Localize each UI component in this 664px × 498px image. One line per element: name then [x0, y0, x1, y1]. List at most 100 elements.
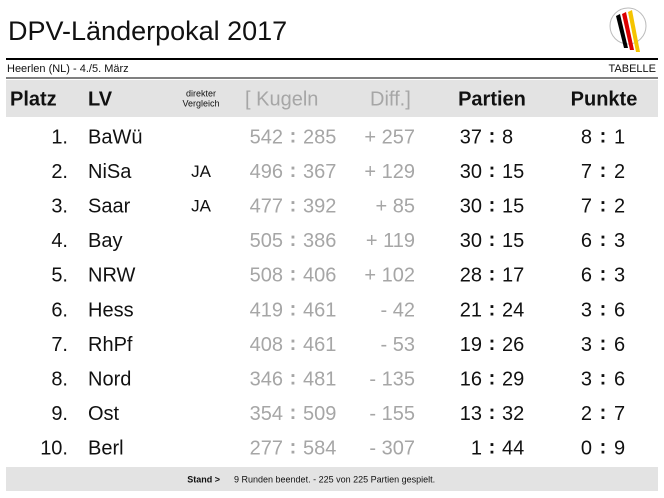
section-label: TABELLE [609, 63, 657, 75]
diff: + 85 [376, 195, 415, 217]
kugeln-right: 392 [303, 195, 336, 217]
kugeln-right: 509 [303, 403, 336, 425]
team: RhPf [88, 334, 133, 356]
separator: : [600, 437, 607, 459]
separator: : [489, 298, 496, 320]
separator: : [489, 229, 496, 251]
col-header: LV [88, 88, 113, 110]
partien-right: 15 [502, 230, 524, 252]
kugeln-right: 461 [303, 334, 336, 356]
punkte-right: 1 [614, 126, 625, 148]
separator: : [600, 333, 607, 355]
col-header: Punkte [571, 88, 638, 110]
punkte-left: 0 [581, 438, 592, 460]
kugeln-right: 461 [303, 299, 336, 321]
partien-left: 1 [471, 438, 482, 460]
diff: - 135 [369, 368, 415, 390]
punkte-left: 6 [581, 265, 592, 287]
punkte-right: 6 [614, 334, 625, 356]
separator: : [600, 402, 607, 424]
punkte-right: 6 [614, 299, 625, 321]
col-header: Partien [458, 88, 526, 110]
punkte-left: 6 [581, 230, 592, 252]
partien-left: 21 [460, 299, 482, 321]
partien-right: 44 [502, 438, 524, 460]
partien-left: 16 [460, 368, 482, 390]
partien-left: 30 [460, 195, 482, 217]
separator: : [489, 264, 496, 286]
partien-left: 37 [460, 126, 482, 148]
kugeln-right: 584 [303, 438, 336, 460]
kugeln-left: 496 [250, 161, 283, 183]
platz: 8. [51, 368, 68, 390]
separator: : [290, 298, 297, 320]
punkte-left: 2 [581, 403, 592, 425]
partien-left: 28 [460, 265, 482, 287]
separator: : [600, 229, 607, 251]
separator: : [489, 125, 496, 147]
diff: - 307 [369, 438, 415, 460]
partien-right: 17 [502, 265, 524, 287]
footer-row [6, 467, 658, 491]
kugeln-left: 419 [250, 299, 283, 321]
head-to-head: JA [191, 162, 212, 181]
platz: 10. [40, 438, 68, 460]
col-header: Diff.] [370, 88, 411, 110]
diff: - 42 [381, 299, 415, 321]
separator: : [489, 194, 496, 216]
team: NRW [88, 265, 136, 287]
team: Ost [88, 403, 120, 425]
partien-right: 8 [502, 126, 513, 148]
head-to-head: JA [191, 197, 212, 216]
punkte-left: 3 [581, 334, 592, 356]
kugeln-right: 406 [303, 265, 336, 287]
kugeln-left: 408 [250, 334, 283, 356]
platz: 2. [51, 161, 68, 183]
separator: : [489, 437, 496, 459]
platz: 4. [51, 230, 68, 252]
kugeln-left: 346 [250, 368, 283, 390]
separator: : [489, 402, 496, 424]
separator: : [600, 367, 607, 389]
col-header: [ Kugeln [245, 88, 318, 110]
diff: + 257 [364, 126, 415, 148]
diff: - 53 [381, 334, 415, 356]
separator: : [290, 125, 297, 147]
diff: + 129 [364, 161, 415, 183]
separator: : [600, 160, 607, 182]
punkte-right: 3 [614, 265, 625, 287]
partien-left: 19 [460, 334, 482, 356]
partien-right: 32 [502, 403, 524, 425]
separator: : [290, 333, 297, 355]
punkte-right: 2 [614, 195, 625, 217]
footer-label: Stand > [187, 474, 220, 484]
partien-left: 13 [460, 403, 482, 425]
platz: 7. [51, 334, 68, 356]
col-header: Platz [10, 88, 57, 110]
team: Saar [88, 195, 131, 217]
separator: : [600, 264, 607, 286]
platz: 1. [51, 126, 68, 148]
separator: : [600, 298, 607, 320]
separator: : [290, 402, 297, 424]
kugeln-left: 277 [250, 438, 283, 460]
kugeln-left: 477 [250, 195, 283, 217]
col-header: Vergleich [182, 98, 219, 108]
separator: : [290, 194, 297, 216]
page-title: DPV-Länderpokal 2017 [8, 16, 287, 46]
kugeln-right: 481 [303, 368, 336, 390]
partien-right: 24 [502, 299, 524, 321]
header-row [6, 80, 658, 117]
punkte-right: 3 [614, 230, 625, 252]
punkte-left: 7 [581, 195, 592, 217]
platz: 3. [51, 195, 68, 217]
team: NiSa [88, 161, 132, 183]
partien-right: 29 [502, 368, 524, 390]
kugeln-right: 367 [303, 161, 336, 183]
partien-right: 15 [502, 195, 524, 217]
team: Nord [88, 368, 131, 390]
separator: : [489, 333, 496, 355]
logo [609, 7, 647, 52]
separator: : [600, 194, 607, 216]
